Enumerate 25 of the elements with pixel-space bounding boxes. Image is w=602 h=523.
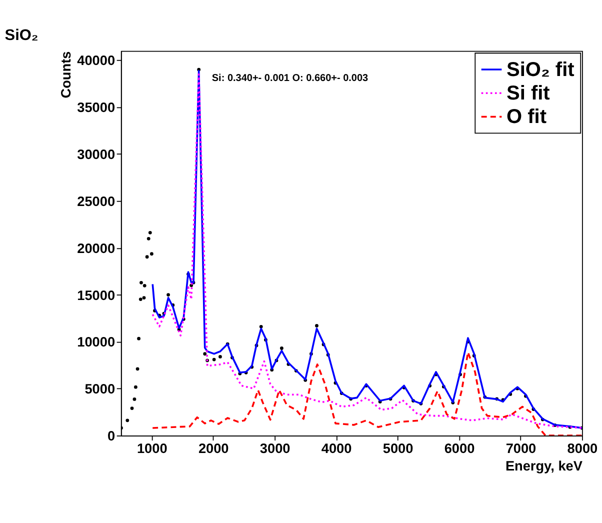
y-tick-label: 30000: [77, 147, 116, 162]
x-axis-title: Energy, keV: [505, 458, 582, 474]
legend-label: SiO₂ fit: [506, 58, 575, 81]
y-tick-label: 10000: [77, 334, 116, 350]
x-tick-label: 5000: [382, 441, 414, 456]
x-tick-label: 4000: [321, 441, 352, 456]
x-tick-label: 8000: [567, 441, 598, 456]
y-axis-title: Counts: [58, 50, 74, 98]
y-tick-label: 15000: [77, 288, 116, 303]
annotation: Si: 0.340+- 0.001 O: 0.660+- 0.003: [212, 72, 369, 84]
legend-label: O fit: [506, 106, 547, 128]
y-tick-label: 0: [107, 428, 116, 444]
x-tick-label: 7000: [506, 441, 537, 456]
y-tick-label: 20000: [77, 240, 116, 256]
x-tick-label: 2000: [198, 441, 230, 456]
y-tick-label: 5000: [84, 382, 116, 397]
x-tick-label: 3000: [260, 441, 291, 456]
y-tick-label: 25000: [77, 194, 116, 209]
y-tick-label: 40000: [77, 53, 116, 68]
x-tick-label: 6000: [444, 441, 476, 456]
legend-label: Si fit: [506, 82, 550, 104]
chart-title: SiO₂: [4, 26, 38, 44]
x-tick-label: 1000: [136, 441, 168, 456]
line-series: [152, 351, 582, 436]
y-tick-label: 35000: [77, 100, 116, 116]
